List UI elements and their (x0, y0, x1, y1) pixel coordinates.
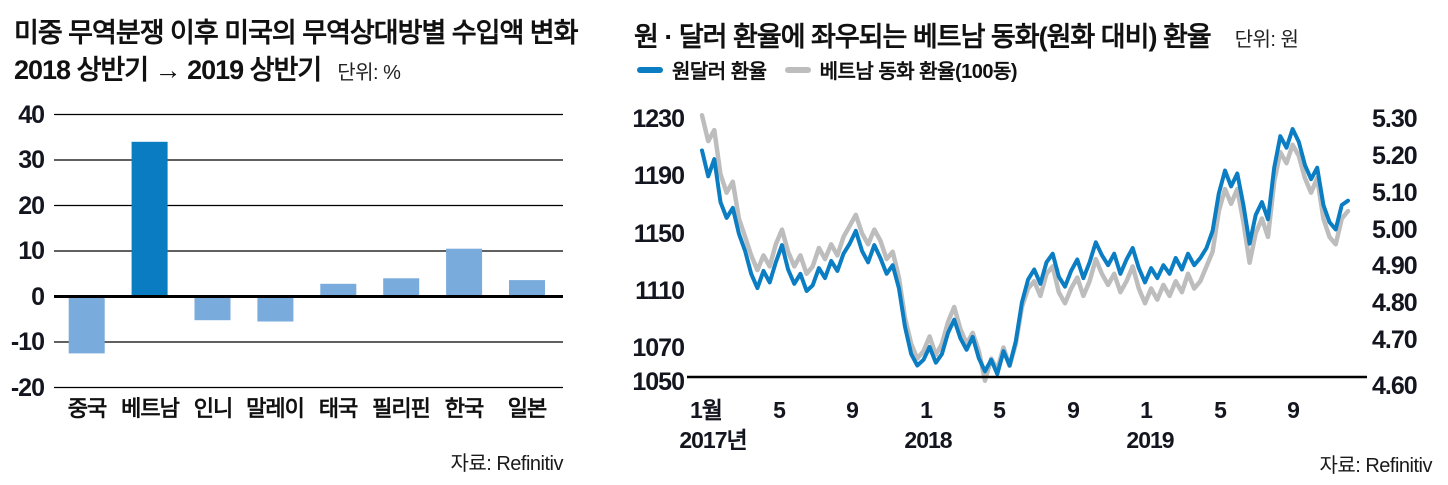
line-y-right-tick: 5.10 (1372, 179, 1418, 207)
line-x-tick: 5 (993, 397, 1006, 423)
line-y-right-tick: 5.00 (1372, 216, 1418, 244)
bar-y-tick: 30 (18, 146, 45, 174)
bar-태국 (320, 283, 357, 297)
legend-item-won-dollar: 원달러 환율 (637, 55, 767, 84)
bar-category-label: 인니 (193, 396, 233, 421)
bar-chart-title-block: 미중 무역분쟁 이후 미국의 무역상대방별 수입액 변화 2018 상반기 → … (14, 15, 578, 89)
line-x-tick: 9 (846, 397, 859, 423)
line-x-tick: 1 (1140, 397, 1153, 423)
line-chart-title: 원 · 달러 환율에 좌우되는 베트남 동화(원화 대비) 환율 (634, 22, 1212, 52)
bar-category-label: 베트남 (121, 396, 180, 421)
bar-말레이 (257, 296, 294, 322)
line-x-tick: 1 (920, 397, 933, 423)
line-year-label: 2019 (1126, 427, 1174, 453)
line-y-right-tick: 4.90 (1372, 252, 1418, 280)
bar-필리핀 (383, 278, 420, 297)
bar-y-tick: -20 (10, 374, 45, 402)
line-x-tick: 1월 (690, 397, 723, 423)
line-x-tick: 9 (1287, 397, 1300, 423)
line-chart-title-block: 원 · 달러 환율에 좌우되는 베트남 동화(원화 대비) 환율 단위: 원 (634, 19, 1299, 56)
line-y-left-tick: 1230 (632, 105, 685, 133)
bar-y-tick: 20 (18, 192, 45, 220)
line-chart-unit-label: 단위: 원 (1234, 29, 1299, 51)
line-won-dollar (700, 127, 1350, 377)
bar-category-label: 한국 (444, 396, 484, 421)
bar-category-label: 태국 (318, 396, 358, 421)
bar-category-label: 중국 (67, 396, 107, 421)
bar-chart-title: 미중 무역분쟁 이후 미국의 무역상대방별 수입액 변화 (14, 18, 578, 48)
line-chart-source: 자료: Refinitiv (1319, 455, 1432, 477)
line-chart-plot (687, 113, 1367, 383)
bar-chart-subtitle: 2018 상반기 → 2019 상반기 (14, 55, 322, 85)
legend-label-vietnam-dong: 베트남 동화 환율(100동) (819, 61, 1018, 83)
line-x-tick: 5 (773, 397, 786, 423)
bar-chart-plot (54, 113, 563, 389)
bar-category-label: 필리핀 (372, 396, 431, 421)
line-y-left-tick: 1190 (633, 162, 685, 190)
line-x-tick: 5 (1214, 397, 1227, 423)
line-y-right-tick: 4.60 (1372, 372, 1418, 400)
line-year-label: 2017년 (679, 427, 747, 453)
bar-y-tick: 40 (18, 101, 45, 129)
line-y-left-tick: 1050 (632, 368, 685, 396)
bar-베트남 (131, 141, 168, 297)
line-vietnam-dong (699, 113, 1351, 383)
bar-중국 (68, 296, 105, 354)
line-y-left-tick: 1110 (635, 277, 685, 305)
line-y-right-tick: 5.30 (1372, 105, 1418, 133)
bar-y-tick: -10 (10, 328, 45, 356)
legend-swatch-blue-line-icon (637, 66, 663, 73)
bar-y-tick: 0 (31, 283, 45, 311)
bar-category-label: 일본 (507, 396, 547, 421)
line-y-right-tick: 4.80 (1372, 289, 1418, 317)
line-year-label: 2018 (904, 427, 952, 453)
bar-chart-source: 자료: Refinitiv (450, 453, 563, 475)
legend-item-vietnam-dong: 베트남 동화 환율(100동) (784, 55, 1018, 84)
legend-swatch-gray-line-icon (784, 66, 811, 73)
bar-y-tick: 10 (18, 237, 45, 265)
line-x-tick: 9 (1067, 397, 1080, 423)
line-y-right-tick: 4.70 (1372, 326, 1418, 354)
bar-category-label: 말레이 (246, 396, 305, 421)
line-chart-legend: 원달러 환율 베트남 동화 환율(100동) (637, 55, 1018, 84)
line-y-right-tick: 5.20 (1372, 142, 1418, 170)
bar-일본 (509, 280, 545, 297)
bar-인니 (194, 296, 231, 321)
line-y-left-tick: 1150 (633, 220, 685, 248)
legend-label-won-dollar: 원달러 환율 (672, 61, 767, 83)
bar-chart-unit-label: 단위: % (337, 62, 401, 84)
bar-한국 (446, 248, 483, 297)
line-y-left-tick: 1070 (632, 334, 685, 362)
